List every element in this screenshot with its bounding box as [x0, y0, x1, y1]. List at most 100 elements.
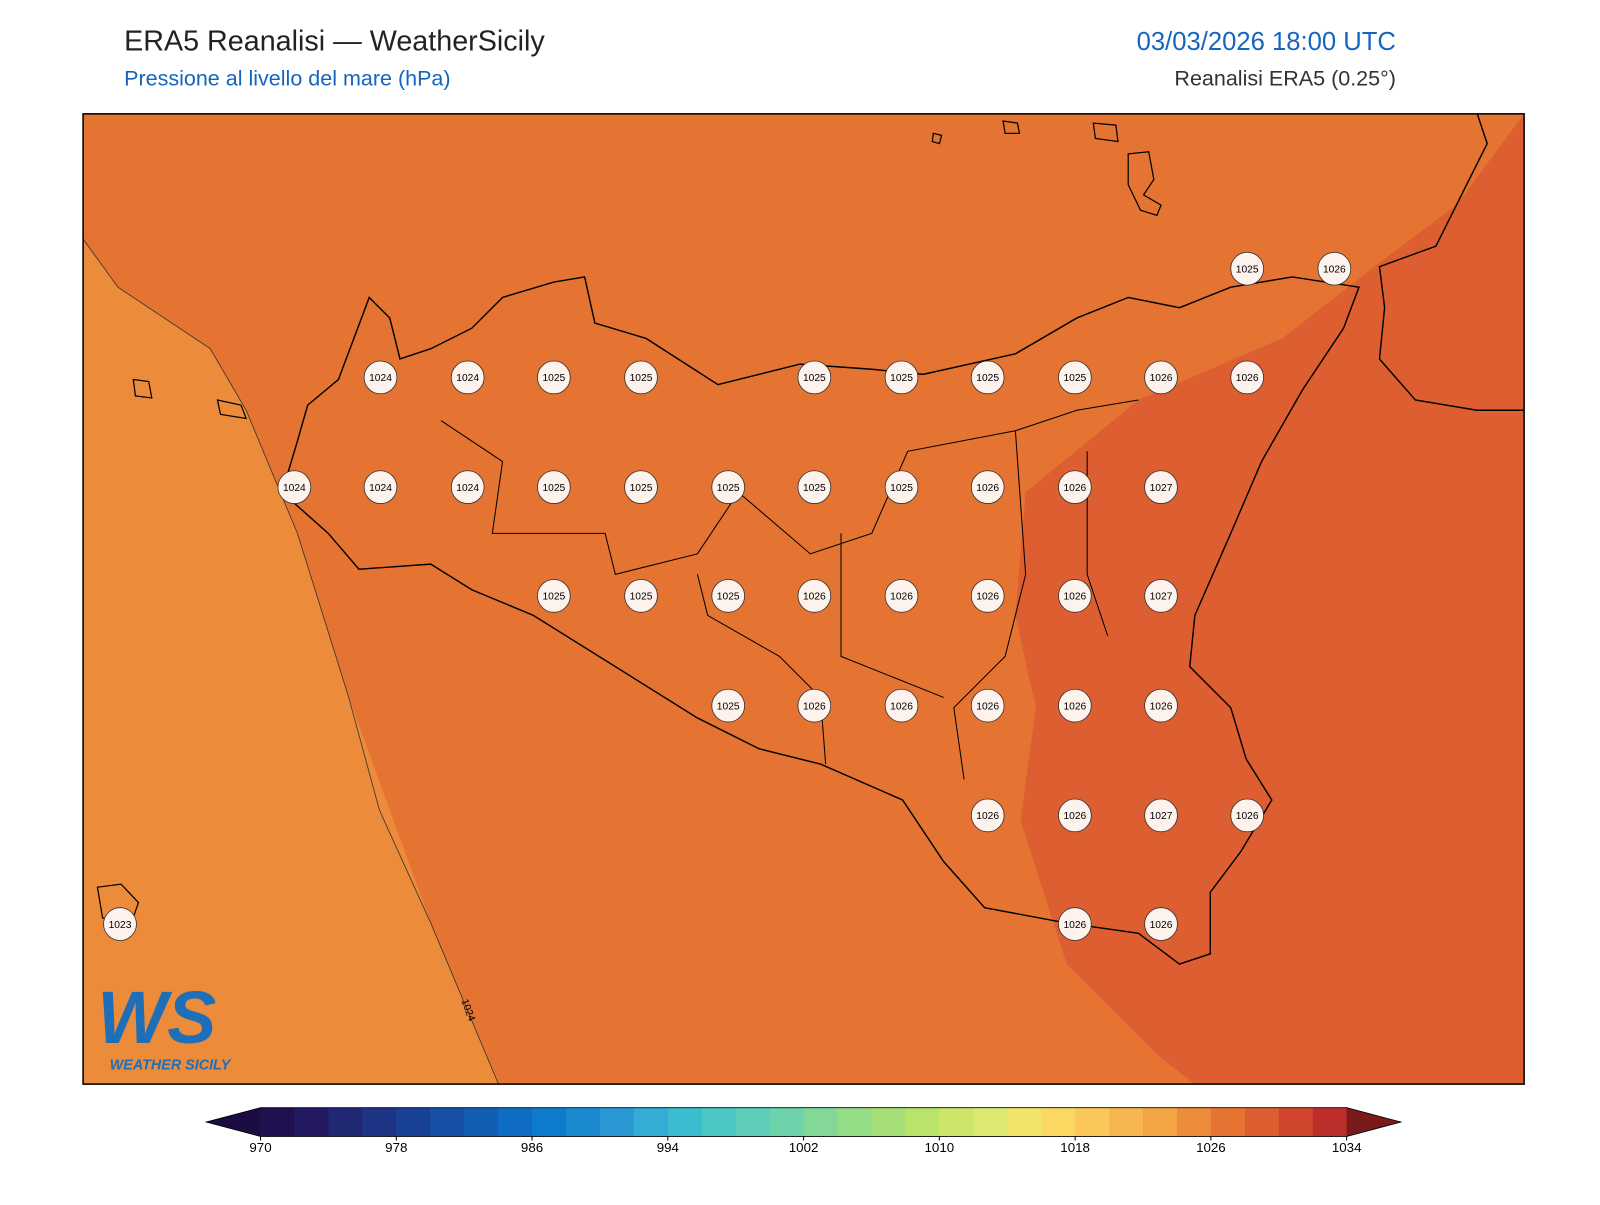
- station-label: 1025: [542, 373, 565, 384]
- station-label: 1025: [717, 592, 740, 603]
- station-label: 1027: [1150, 483, 1173, 494]
- station-label: 1026: [1063, 701, 1086, 712]
- colorbar-bin: [464, 1107, 499, 1137]
- station-label: 1025: [630, 483, 653, 494]
- source: Reanalisi ERA5 (0.25°): [1174, 67, 1395, 91]
- station-marker: [450, 360, 485, 395]
- station-marker: [1317, 251, 1352, 286]
- station-marker: [624, 579, 658, 613]
- station-marker: [711, 470, 746, 504]
- station-marker: [797, 579, 832, 613]
- station-marker: [537, 360, 571, 395]
- station-label: 1025: [542, 483, 565, 494]
- colorbar-tick-label: 1026: [1196, 1140, 1226, 1155]
- station-marker: [970, 798, 1005, 833]
- colorbar-bin: [362, 1107, 397, 1137]
- station-label: 1025: [1063, 373, 1086, 384]
- station-marker: [103, 907, 137, 941]
- colorbar-tick-label: 1034: [1332, 1140, 1362, 1155]
- colorbar-tick-label: 1010: [925, 1140, 955, 1155]
- station-label: 1026: [1063, 811, 1086, 822]
- colorbar: 970 978 986 994 1002 1010 1018 1026 1034: [204, 1107, 1403, 1155]
- station-marker: [1230, 360, 1264, 395]
- station-label: 1025: [803, 373, 826, 384]
- station-label: 1025: [630, 373, 653, 384]
- colorbar-bin: [260, 1107, 295, 1137]
- colorbar-bin: [667, 1107, 703, 1137]
- station-label: 1024: [283, 483, 306, 494]
- station-label: 1026: [803, 592, 826, 603]
- colorbar-bin: [396, 1107, 431, 1137]
- station-label: 1024: [456, 373, 479, 384]
- station-label: 1026: [976, 701, 999, 712]
- station-marker: [624, 360, 658, 395]
- station-label: 1024: [456, 483, 479, 494]
- station-label: 1026: [803, 701, 826, 712]
- colorbar-bin: [430, 1107, 465, 1137]
- island: [96, 120, 1162, 924]
- station-label: 1025: [630, 592, 653, 603]
- station-marker: [970, 360, 1005, 395]
- station-label: 1026: [976, 592, 999, 603]
- colorbar-bin: [294, 1107, 329, 1137]
- colorbar-bin: [939, 1107, 974, 1137]
- coastline: [1378, 113, 1525, 411]
- station-label: 1025: [976, 373, 999, 384]
- station-label: 1026: [1323, 264, 1346, 275]
- station-marker: [1058, 907, 1092, 941]
- station-marker: [1144, 470, 1178, 504]
- colorbar-bin: [1007, 1107, 1042, 1137]
- map-frame: [82, 113, 1525, 1085]
- station-label: 1026: [1063, 920, 1086, 931]
- station-label: 1026: [1150, 920, 1173, 931]
- station-marker: [1144, 579, 1178, 613]
- station-marker: [884, 579, 919, 613]
- title: ERA5 Reanalisi — WeatherSicily: [124, 26, 545, 58]
- map: 1024 1025 1026 1024 1024 1025 1025 1025 1025 102…: [82, 113, 1525, 1085]
- station-marker: [970, 688, 1005, 723]
- station-marker: [1144, 907, 1178, 941]
- field: [1015, 113, 1525, 1085]
- colorbar-bin: [1143, 1107, 1178, 1137]
- colorbar-tick-label: 1002: [789, 1140, 819, 1155]
- colorbar-tick-label: 978: [385, 1140, 407, 1155]
- station-marker: [1230, 798, 1264, 833]
- station-label: 1027: [1150, 592, 1173, 603]
- station-marker: [363, 470, 398, 504]
- coastline: [281, 276, 1360, 965]
- station-marker: [537, 579, 571, 613]
- station-marker: [884, 360, 919, 395]
- colorbar-bin: [905, 1107, 940, 1137]
- station-marker: [450, 470, 485, 504]
- station-marker: [797, 360, 832, 395]
- colorbar-bin: [599, 1107, 635, 1137]
- colorbar-bin: [1312, 1107, 1348, 1137]
- station-marker: [624, 470, 658, 504]
- station-label: 1025: [890, 373, 913, 384]
- station-marker: [1058, 688, 1092, 723]
- colorbar-tick-label: 994: [657, 1140, 680, 1155]
- field: [83, 238, 499, 1085]
- station-label: 1026: [976, 811, 999, 822]
- station-label: 1024: [369, 483, 392, 494]
- colorbar-tick-label: 1018: [1060, 1140, 1090, 1155]
- logo-name: WEATHER SICILY: [110, 1057, 232, 1073]
- colorbar-bin: [498, 1107, 533, 1137]
- station-label: 1025: [890, 483, 913, 494]
- station-label: 1025: [803, 483, 826, 494]
- logo-mark: WS: [97, 976, 216, 1059]
- station-marker: [884, 470, 919, 504]
- station-marker: [797, 688, 832, 723]
- colorbar-bin: [871, 1107, 906, 1137]
- station-marker: [970, 579, 1005, 613]
- station-marker: [797, 470, 832, 504]
- colorbar-bin: [701, 1107, 737, 1137]
- colorbar-bin: [328, 1107, 363, 1137]
- station-marker: [1230, 251, 1264, 286]
- station-marker: [1058, 579, 1092, 613]
- station-marker: [1058, 360, 1092, 395]
- colorbar-bin: [1109, 1107, 1144, 1137]
- station-label: 1025: [717, 483, 740, 494]
- station-label: 1026: [1236, 373, 1259, 384]
- colorbar-bin: [1244, 1107, 1280, 1137]
